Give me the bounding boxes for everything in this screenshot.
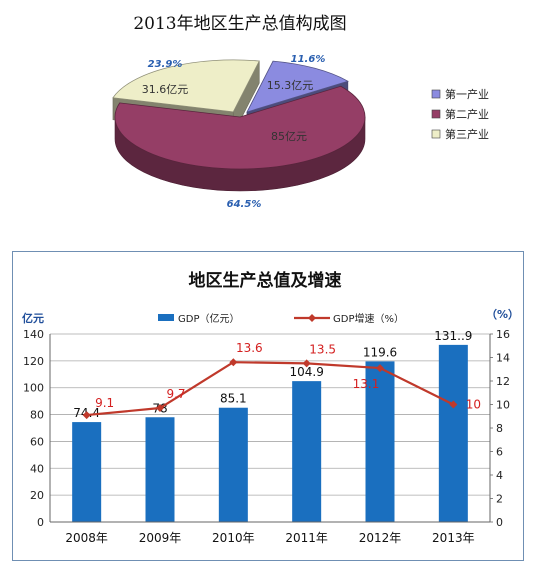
- left-tick-label: 100: [23, 382, 44, 395]
- x-tick-label: 2010年: [212, 531, 255, 545]
- gdp-bar: [72, 422, 102, 522]
- legend-label-growth: GDP增速（%）: [333, 312, 404, 325]
- left-tick-label: 60: [30, 435, 44, 448]
- bar-chart-panel: [12, 251, 524, 561]
- growth-label: 9.1: [95, 396, 114, 410]
- left-tick-label: 140: [23, 328, 44, 341]
- growth-point: [376, 364, 384, 373]
- left-tick-label: 80: [30, 409, 44, 422]
- growth-label: 9.7: [166, 387, 185, 401]
- pie-slice-2: [114, 85, 366, 170]
- growth-point: [302, 359, 311, 368]
- pie-slice-1: [246, 60, 349, 113]
- growth-label: 13.5: [309, 342, 336, 356]
- gdp-bar: [218, 407, 248, 522]
- gdp-bar: [438, 344, 468, 522]
- legend-swatch: [431, 129, 441, 139]
- left-axis-label: 亿元: [22, 311, 44, 325]
- pie-slice-3: [112, 59, 260, 113]
- gdp-bar: [292, 381, 322, 522]
- growth-label: 13.6: [236, 341, 263, 355]
- gdp-bar: [145, 417, 175, 522]
- growth-point: [229, 358, 238, 367]
- right-tick-label: 6: [496, 446, 503, 459]
- growth-line: [86, 361, 454, 417]
- x-tick-label: 2013年: [432, 531, 475, 545]
- pie-value-label: 31.6亿元: [142, 83, 189, 96]
- growth-label: 13.1: [353, 377, 380, 391]
- bar-chart-title: 地区生产总值及增速: [189, 270, 342, 291]
- pie-percent-label: 11.6%: [291, 54, 326, 65]
- left-tick-label: 0: [37, 516, 44, 529]
- pie-chart: 2013年地区生产总值构成图 15.3亿元 11.6% 85亿元 64.5% 31.6亿…: [112, 14, 489, 210]
- x-tick-label: 2009年: [139, 531, 182, 545]
- right-tick-label: 0: [496, 516, 503, 529]
- x-tick-label: 2012年: [359, 531, 402, 545]
- right-tick-label: 12: [496, 375, 510, 388]
- gdp-bar-label: 104.9: [289, 365, 323, 379]
- growth-point: [449, 400, 458, 409]
- gdp-bar: [365, 361, 395, 522]
- gdp-bar-label: 85.1: [220, 392, 247, 406]
- right-tick-label: 10: [496, 399, 510, 412]
- pie-percent-label: 64.5%: [227, 199, 262, 210]
- legend-swatch: [431, 89, 441, 99]
- gdp-bar-label: 119.6: [363, 345, 397, 359]
- left-tick-label: 40: [30, 462, 44, 475]
- pie-value-label: 85亿元: [271, 130, 307, 143]
- right-tick-label: 14: [496, 352, 510, 365]
- growth-point: [82, 411, 91, 420]
- pie-value-label: 15.3亿元: [267, 79, 314, 92]
- pie-percent-label: 23.9%: [148, 59, 183, 70]
- legend-swatch-gdp: [158, 314, 174, 321]
- bar-chart-legend: GDP（亿元） GDP增速（%）: [158, 312, 404, 325]
- growth-label: 10: [466, 398, 481, 412]
- legend-swatch: [431, 109, 441, 119]
- growth-point: [156, 404, 164, 413]
- legend-label: 第二产业: [445, 107, 489, 121]
- right-tick-label: 16: [496, 328, 510, 341]
- left-tick-label: 120: [23, 355, 44, 368]
- right-axis-label: （%）: [486, 308, 519, 321]
- left-tick-label: 20: [30, 489, 44, 502]
- legend-marker-growth: [308, 314, 316, 322]
- legend-label: 第一产业: [445, 87, 489, 101]
- legend-label-gdp: GDP（亿元）: [178, 312, 239, 325]
- right-tick-label: 2: [496, 493, 503, 506]
- x-tick-label: 2011年: [285, 531, 328, 545]
- x-tick-label: 2008年: [65, 531, 108, 545]
- gdp-bar-label: 131..9: [434, 329, 472, 343]
- right-tick-label: 8: [496, 422, 503, 435]
- legend-label: 第三产业: [445, 127, 489, 141]
- pie-chart-title: 2013年地区生产总值构成图: [133, 14, 346, 34]
- right-tick-label: 4: [496, 469, 503, 482]
